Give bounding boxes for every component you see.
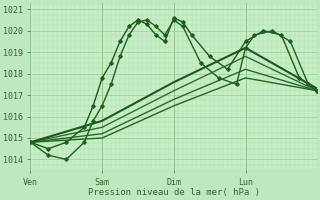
X-axis label: Pression niveau de la mer( hPa ): Pression niveau de la mer( hPa ) xyxy=(88,188,260,197)
